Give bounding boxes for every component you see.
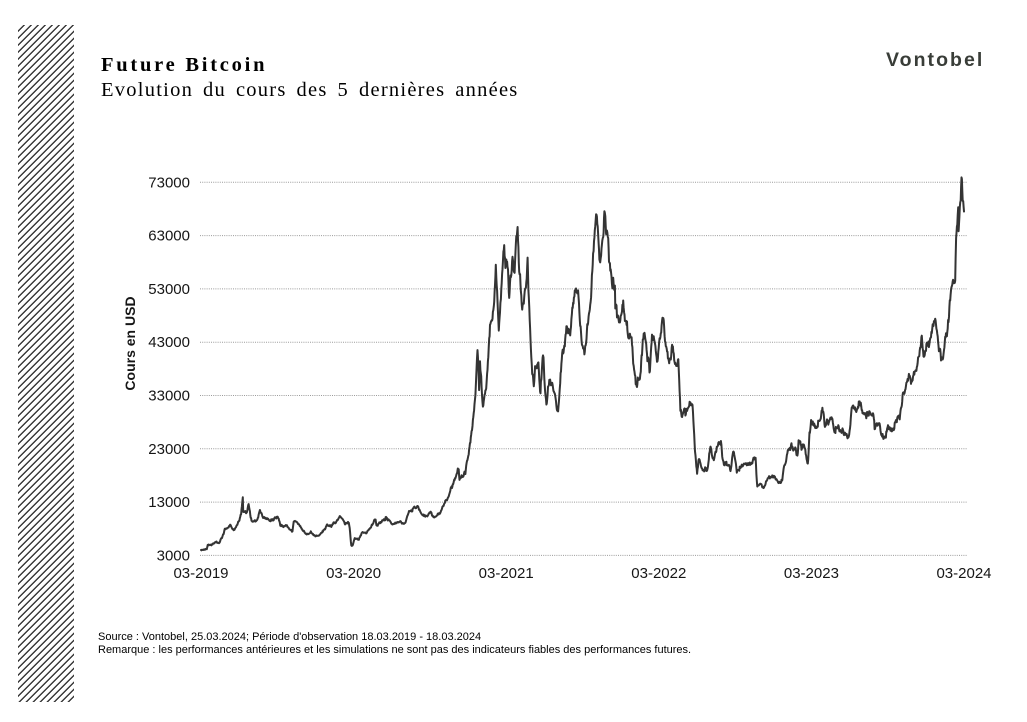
- svg-text:03-2024: 03-2024: [936, 565, 991, 582]
- svg-text:3000: 3000: [157, 547, 190, 564]
- svg-text:23000: 23000: [148, 441, 190, 458]
- svg-text:33000: 33000: [148, 388, 190, 405]
- svg-text:03-2019: 03-2019: [173, 565, 228, 582]
- svg-text:03-2021: 03-2021: [479, 565, 534, 582]
- svg-text:43000: 43000: [148, 334, 190, 351]
- svg-text:03-2023: 03-2023: [784, 565, 839, 582]
- svg-text:13000: 13000: [148, 494, 190, 511]
- svg-text:03-2020: 03-2020: [326, 565, 381, 582]
- svg-text:53000: 53000: [148, 281, 190, 298]
- svg-text:63000: 63000: [148, 228, 190, 245]
- svg-text:73000: 73000: [148, 174, 190, 191]
- svg-text:Cours en USD: Cours en USD: [122, 296, 138, 390]
- svg-text:03-2022: 03-2022: [631, 565, 686, 582]
